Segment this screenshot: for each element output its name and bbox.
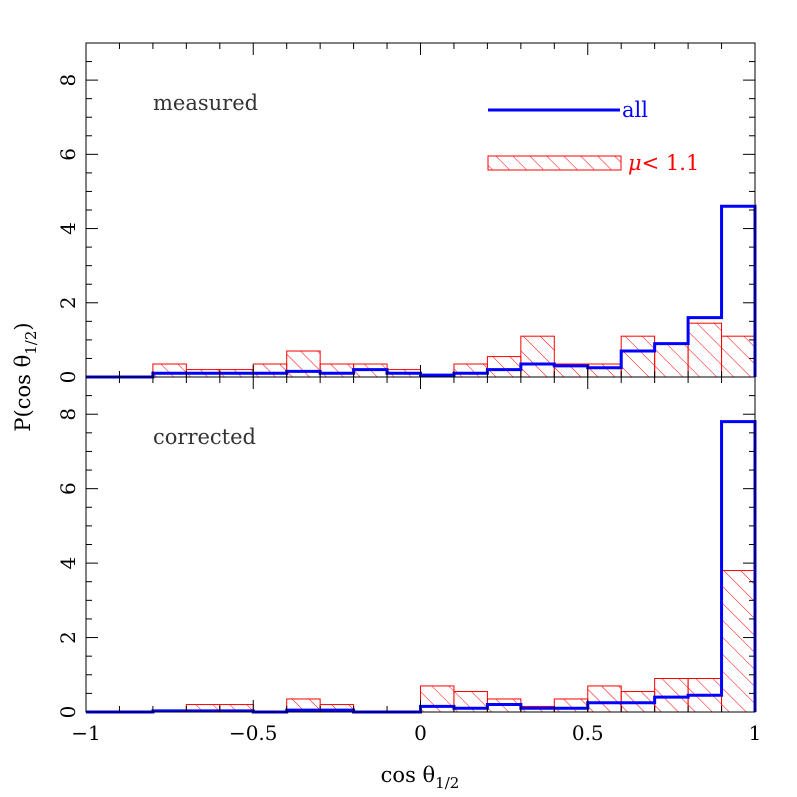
panel-measured: 0 2 4 6 8 measured bbox=[56, 42, 757, 384]
x-axis-label: cos θ1/2 bbox=[381, 763, 460, 792]
hatched-bar bbox=[286, 350, 321, 378]
x-tick-label: −0.5 bbox=[229, 721, 278, 745]
hatched-bar bbox=[453, 363, 488, 378]
y-tick-label: 6 bbox=[56, 482, 80, 495]
hatched-bar bbox=[553, 698, 589, 713]
all-step-line bbox=[86, 204, 757, 379]
y-tick-label: 6 bbox=[56, 148, 80, 161]
y-tick-label: 8 bbox=[56, 408, 80, 421]
x-tick-label: −1 bbox=[71, 721, 100, 745]
y-tick-label: 0 bbox=[56, 706, 80, 719]
panel-label: corrected bbox=[153, 425, 256, 449]
hatched-bar bbox=[654, 343, 689, 378]
hatched-bar bbox=[252, 363, 288, 378]
hatched-bar bbox=[654, 678, 689, 713]
hatched-bar bbox=[486, 356, 522, 378]
legend-all-label: all bbox=[622, 98, 648, 122]
hatched-bar bbox=[721, 335, 756, 378]
hatched-bar bbox=[587, 363, 622, 378]
x-tick-label: 1 bbox=[749, 721, 762, 745]
hatched-bar bbox=[520, 335, 555, 378]
legend: all μ< 1.1 bbox=[487, 98, 699, 175]
panel-label: measured bbox=[153, 91, 258, 115]
hatched-bar bbox=[319, 363, 355, 378]
x-tick-label: 0 bbox=[414, 721, 427, 745]
y-tick-label: 8 bbox=[56, 74, 80, 87]
legend-hatched-label: μ< 1.1 bbox=[628, 151, 699, 175]
y-tick-label: 2 bbox=[56, 296, 80, 309]
legend-hatched-swatch bbox=[487, 155, 622, 171]
all-step-line bbox=[86, 420, 757, 714]
hatched-bar bbox=[620, 335, 656, 378]
y-tick-label: 4 bbox=[56, 557, 80, 570]
y-tick-label: 0 bbox=[56, 371, 80, 384]
y-axis-label: P(cos θ1/2) bbox=[11, 322, 40, 431]
y-tick-label: 2 bbox=[56, 631, 80, 644]
hatched-bar bbox=[152, 363, 187, 378]
hatched-bar bbox=[420, 685, 455, 713]
hatched-bar bbox=[687, 322, 723, 378]
x-tick-label: 0.5 bbox=[572, 721, 604, 745]
panel-corrected: 0 2 4 6 8 corrected bbox=[56, 376, 757, 719]
hatched-bar bbox=[721, 570, 756, 713]
y-tick-label: 4 bbox=[56, 222, 80, 235]
hatched-bar bbox=[587, 685, 622, 713]
